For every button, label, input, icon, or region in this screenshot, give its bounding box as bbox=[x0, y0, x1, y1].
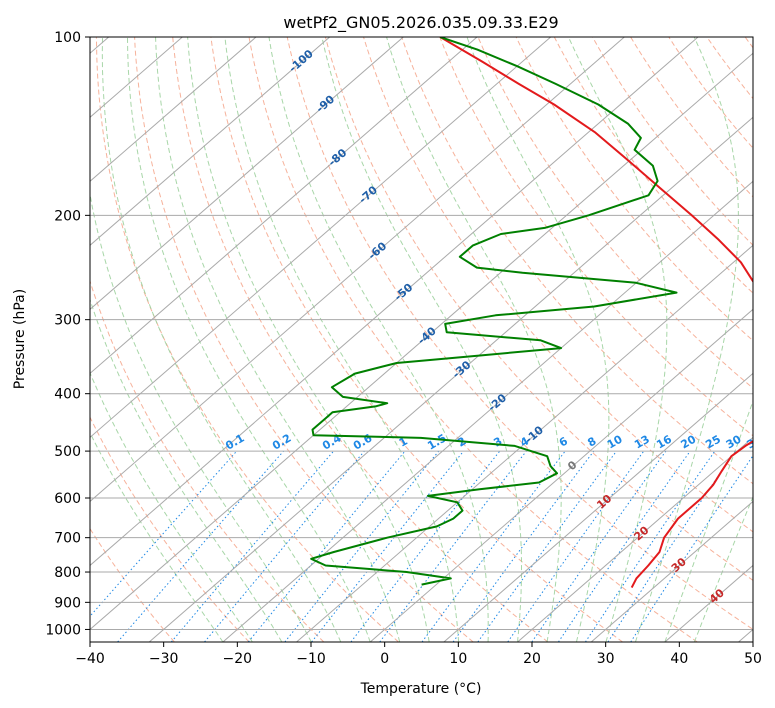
isotherm bbox=[90, 37, 478, 375]
mixing-ratio-line bbox=[284, 450, 440, 642]
x-tick-label: 20 bbox=[523, 651, 541, 667]
dry-adiabat bbox=[630, 37, 753, 198]
x-tick-label: 0 bbox=[380, 651, 389, 667]
x-tick-label: 40 bbox=[670, 651, 688, 667]
mixing-ratio-line bbox=[507, 450, 645, 642]
mixing-ratio-line bbox=[452, 450, 595, 642]
moist-adiabat bbox=[90, 191, 312, 642]
moist-adiabat bbox=[126, 37, 371, 642]
isotherm bbox=[222, 180, 753, 642]
mixing-ratio-line bbox=[531, 450, 667, 642]
dry-adiabat bbox=[95, 37, 399, 642]
moist-adiabat bbox=[664, 399, 753, 642]
mixing-ratio-line bbox=[350, 450, 501, 642]
isotherm bbox=[90, 52, 753, 631]
moist-adiabat bbox=[90, 431, 224, 642]
x-tick-label: −40 bbox=[75, 651, 105, 667]
moist-adiabat bbox=[187, 37, 430, 642]
mixing-ratio-line bbox=[379, 450, 527, 642]
pressure-gridlines bbox=[90, 37, 753, 630]
plot-frame bbox=[89, 36, 754, 643]
x-tick-label: 10 bbox=[449, 651, 467, 667]
moist-adiabat bbox=[634, 37, 739, 642]
mixing-ratio-label: 36 bbox=[744, 432, 764, 451]
dry-adiabat bbox=[90, 279, 325, 642]
moist-adiabat bbox=[321, 37, 522, 642]
moist-adiabat bbox=[90, 298, 283, 642]
y-axis-title: Pressure (hPa) bbox=[12, 289, 28, 389]
mixing-ratio-line bbox=[204, 450, 365, 642]
dry-adiabat bbox=[90, 416, 250, 642]
isotherm bbox=[369, 308, 753, 642]
dry-adiabat bbox=[210, 37, 623, 642]
mixing-ratio-line bbox=[170, 450, 334, 642]
y-tick-label: 300 bbox=[54, 313, 81, 329]
isotherm bbox=[90, 37, 331, 246]
isotherm bbox=[148, 116, 753, 642]
mixing-ratio-line bbox=[247, 450, 406, 642]
y-tick-label: 1000 bbox=[45, 622, 81, 638]
dry-adiabat bbox=[248, 37, 698, 642]
isotherm bbox=[90, 37, 625, 503]
x-tick-label: −10 bbox=[296, 651, 326, 667]
isotherm bbox=[90, 37, 257, 182]
dry-adiabat bbox=[477, 37, 753, 389]
isotherm bbox=[590, 500, 753, 642]
axis-ticks: −40 −30 −20 −10 0 10 20 30 40 50 100 200 300 400 500 60… bbox=[45, 30, 762, 667]
mixing-ratio-line bbox=[557, 450, 691, 642]
moist-adiabat bbox=[268, 37, 489, 642]
y-tick-label: 600 bbox=[54, 491, 81, 507]
isotherms bbox=[90, 37, 753, 642]
y-tick-label: 100 bbox=[54, 30, 81, 46]
x-tick-label: 30 bbox=[597, 651, 615, 667]
isotherm bbox=[517, 436, 753, 642]
x-axis-title: Temperature (°C) bbox=[360, 681, 482, 697]
isotherm bbox=[90, 37, 699, 567]
x-tick-label: −30 bbox=[149, 651, 179, 667]
moist-adiabat bbox=[386, 37, 562, 642]
moist-adiabat bbox=[90, 371, 253, 642]
temperature-line bbox=[439, 37, 753, 589]
mixing-ratio-line bbox=[90, 450, 238, 617]
moist-adiabats bbox=[90, 37, 753, 642]
isotherm bbox=[443, 372, 753, 642]
isotherm bbox=[296, 244, 753, 642]
dry-adiabat bbox=[324, 37, 753, 581]
dry-adiabat bbox=[401, 37, 753, 485]
y-tick-label: 700 bbox=[54, 531, 81, 547]
mixing-ratio-lines bbox=[90, 450, 753, 642]
y-tick-label: 800 bbox=[54, 565, 81, 581]
y-tick-label: 500 bbox=[54, 444, 81, 460]
sounding-traces bbox=[310, 37, 753, 589]
isotherm bbox=[90, 37, 552, 439]
dry-adiabat bbox=[286, 37, 753, 631]
moist-adiabat bbox=[567, 37, 668, 642]
mixing-ratio-line bbox=[311, 450, 464, 642]
x-tick-label: 50 bbox=[744, 651, 762, 667]
dewpoint-line bbox=[310, 37, 678, 586]
dry-adiabat bbox=[172, 37, 549, 642]
dry-adiabat bbox=[668, 37, 753, 149]
chart-title: wetPf2_GN05.2026.035.09.33.E29 bbox=[283, 13, 558, 33]
moist-adiabat bbox=[224, 37, 460, 642]
moist-adiabat bbox=[466, 37, 610, 642]
isotherm bbox=[90, 37, 404, 311]
x-tick-label: −20 bbox=[223, 651, 253, 667]
y-tick-label: 200 bbox=[54, 208, 81, 224]
y-tick-label: 400 bbox=[54, 387, 81, 403]
y-tick-label: 900 bbox=[54, 595, 81, 611]
mixing-ratio-line bbox=[477, 450, 617, 642]
dry-adiabat bbox=[592, 37, 753, 246]
